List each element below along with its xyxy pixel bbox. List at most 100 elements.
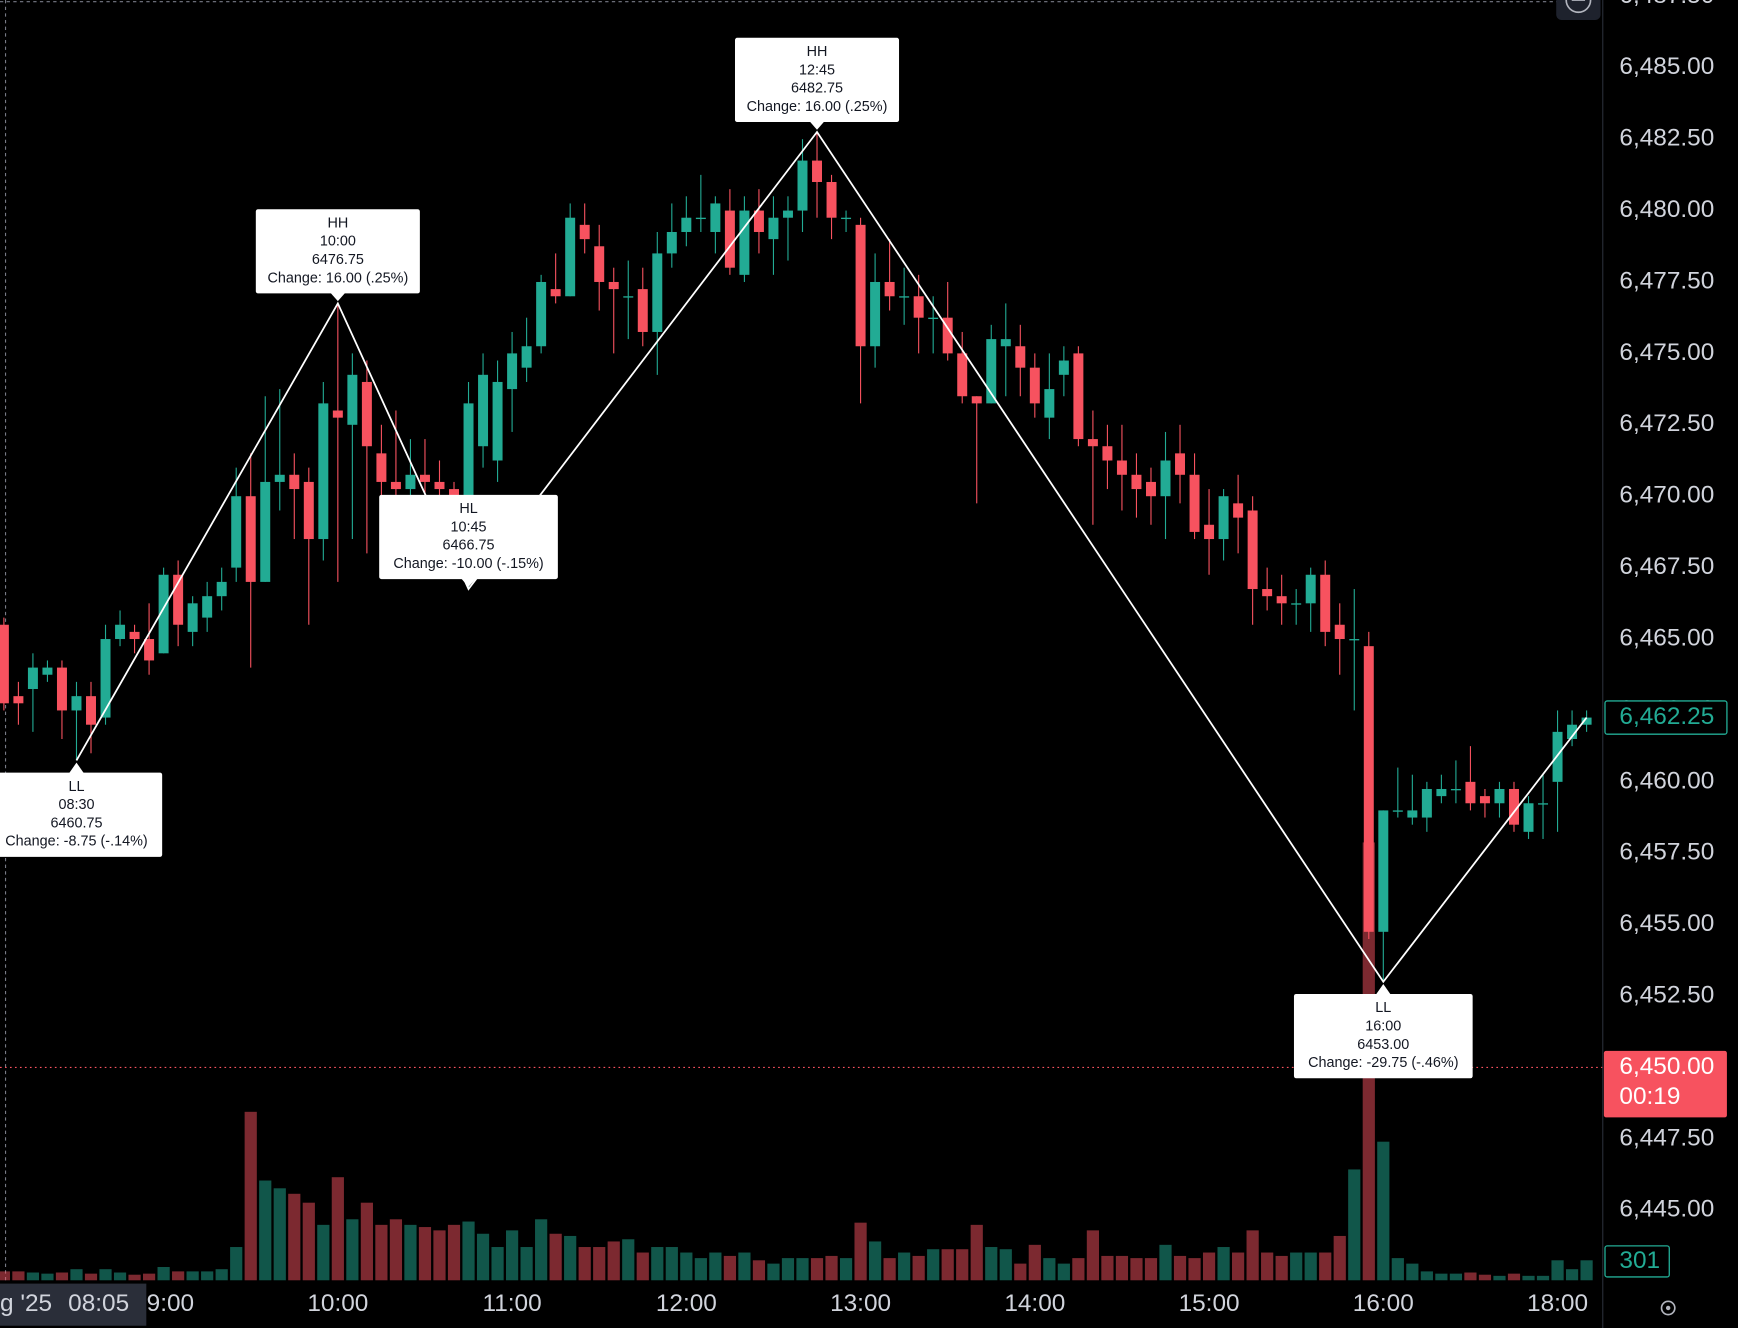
- pivot-label-label: LL: [68, 779, 84, 795]
- volume-bar: [1290, 1252, 1303, 1281]
- volume-bar: [636, 1252, 649, 1281]
- volume-bar: [1507, 1273, 1521, 1281]
- volume-bar: [578, 1247, 591, 1281]
- volume-bar: [1086, 1230, 1099, 1281]
- volume-bar: [447, 1224, 461, 1281]
- candle-body: [1421, 788, 1432, 818]
- y-tick-label: 6,477.50: [1619, 267, 1714, 294]
- volume-bar: [1304, 1252, 1317, 1281]
- y-tick-label: 6,445.00: [1619, 1196, 1714, 1223]
- candle-body: [812, 160, 823, 183]
- candle-body: [1392, 810, 1403, 812]
- volume-bar: [1580, 1260, 1593, 1281]
- volume-bar: [1173, 1255, 1187, 1281]
- x-tick-label: 15:00: [1179, 1290, 1240, 1317]
- volume-bar: [1377, 1141, 1390, 1281]
- volume-bar: [1232, 1252, 1245, 1281]
- volume-bar: [869, 1241, 882, 1281]
- candle-body: [1378, 810, 1389, 932]
- volume-bar: [912, 1255, 925, 1281]
- candle-body: [1145, 481, 1156, 497]
- volume-bar: [564, 1235, 577, 1281]
- candle-body: [1160, 460, 1171, 497]
- add-icon: [1565, 0, 1592, 14]
- candle-body: [652, 253, 663, 332]
- axis-layer: 6,445.00 6,447.50 6,450.00 6,452.50 6,455.00…: [1603, 0, 1728, 1278]
- candle-body: [318, 403, 329, 540]
- candle-body: [332, 410, 343, 418]
- candle-body: [928, 317, 939, 320]
- pivot-pointer: [1375, 984, 1392, 996]
- volume-bar: [476, 1233, 490, 1281]
- candle-layer: [0, 132, 1592, 982]
- candle-body: [1189, 474, 1200, 532]
- candle-body: [115, 624, 126, 640]
- volume-bar: [1449, 1273, 1463, 1281]
- candle-body: [1262, 589, 1273, 597]
- pivot-label-time: 10:45: [451, 519, 487, 535]
- volume-bar: [680, 1252, 693, 1281]
- candle-body: [1000, 339, 1011, 347]
- volume-bar: [201, 1271, 214, 1281]
- pivot-label-box: [734, 37, 900, 123]
- candle-body: [1334, 624, 1345, 640]
- volume-bar: [288, 1193, 301, 1281]
- pivot-pointer: [460, 577, 477, 587]
- volume-bar: [244, 1111, 257, 1281]
- candle-body: [579, 224, 590, 240]
- candle-body: [144, 639, 155, 661]
- volume-bar: [1144, 1258, 1158, 1281]
- zigzag-line: [75, 130, 1588, 984]
- volume-bar: [1043, 1258, 1056, 1281]
- candle-body: [1233, 503, 1244, 518]
- candle-body: [1073, 353, 1084, 440]
- candle-body: [536, 281, 547, 347]
- crosshair-time: 08:05: [68, 1290, 129, 1317]
- volume-bar: [26, 1272, 40, 1281]
- pivot-pointer: [330, 292, 346, 302]
- candle-body: [565, 217, 576, 297]
- volume-bar: [302, 1202, 315, 1281]
- volume-bar: [622, 1239, 635, 1281]
- settings-button[interactable]: [1660, 1300, 1676, 1316]
- y-tick-label: 6,467.50: [1619, 553, 1714, 580]
- candle-body: [187, 603, 198, 632]
- crosshair-date: g '25: [0, 1290, 52, 1317]
- volume-bar: [709, 1252, 722, 1281]
- candle-body: [826, 182, 837, 218]
- candle-body: [347, 374, 358, 425]
- candle-body: [884, 281, 895, 297]
- candle-body: [405, 474, 416, 490]
- candle-body: [1087, 439, 1098, 447]
- volume-bar: [1391, 1258, 1404, 1281]
- candle-body: [173, 574, 184, 625]
- candle-body: [1581, 717, 1592, 725]
- volume-bar: [1319, 1252, 1332, 1281]
- candle-body: [550, 289, 561, 297]
- y-tick-label: 6,475.00: [1619, 339, 1714, 366]
- volume-bar: [1493, 1275, 1506, 1281]
- pivot-pointer: [68, 762, 85, 774]
- volume-bar: [142, 1273, 156, 1281]
- volume-bar: [1217, 1247, 1230, 1281]
- volume-bar: [433, 1230, 446, 1281]
- volume-bar: [505, 1230, 519, 1281]
- volume-bar: [1464, 1272, 1477, 1281]
- candle-body: [158, 574, 169, 654]
- candle-body: [1131, 474, 1142, 490]
- crosshair-time-badge: [0, 1283, 147, 1326]
- volume-bar: [651, 1247, 664, 1281]
- volume-bar: [1246, 1230, 1259, 1281]
- candle-body: [1102, 446, 1113, 461]
- pivot-label-time: 08:30: [58, 797, 94, 813]
- add-button[interactable]: [1556, 0, 1601, 21]
- y-tick-label: 6,480.00: [1619, 196, 1714, 223]
- pivot-label-change: Change: 16.00 (.25%): [747, 99, 888, 115]
- candle-body: [507, 353, 518, 390]
- pivot-label-box: [1293, 993, 1473, 1079]
- candle-body: [870, 281, 881, 347]
- candle-body: [1567, 724, 1578, 739]
- settings-icon: [1660, 1300, 1676, 1316]
